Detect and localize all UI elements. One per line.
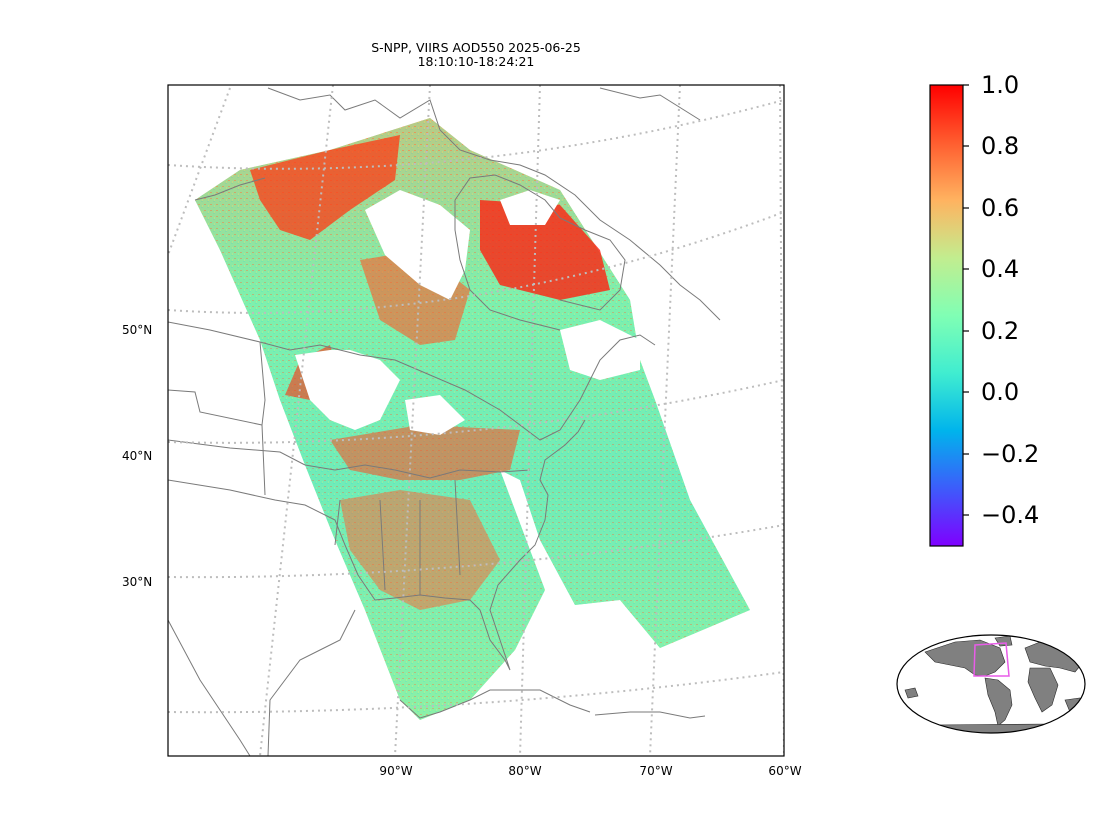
lon-label-90w: 90°W bbox=[379, 764, 413, 778]
map-frame bbox=[167, 84, 785, 757]
colorbar-tick-label: 0.4 bbox=[981, 255, 1020, 283]
aod-swath bbox=[195, 118, 750, 720]
colorbar-gradient bbox=[929, 84, 964, 547]
colorbar-tick-label: 0.8 bbox=[981, 132, 1020, 160]
inset-globe-map bbox=[896, 634, 1086, 734]
colorbar bbox=[929, 84, 969, 547]
coastlines bbox=[168, 87, 721, 756]
lat-label-30n: 30°N bbox=[122, 575, 153, 589]
map-title-line-2: 18:10:10-18:24:21 bbox=[417, 54, 535, 69]
colorbar-tick-label: 0.0 bbox=[981, 378, 1020, 406]
colorbar-tick-label: −0.2 bbox=[981, 440, 1040, 468]
map-plot-area bbox=[168, 85, 784, 756]
lon-label-70w: 70°W bbox=[639, 764, 673, 778]
lat-label-40n: 40°N bbox=[122, 449, 153, 463]
colorbar-tick-label: 1.0 bbox=[981, 71, 1020, 99]
colorbar-tick-label: 0.6 bbox=[981, 194, 1020, 222]
map-title-line-1: S-NPP, VIIRS AOD550 2025-06-25 bbox=[371, 40, 581, 55]
colorbar-tick-label: −0.4 bbox=[981, 501, 1040, 529]
graticule bbox=[168, 85, 784, 756]
lat-label-50n: 50°N bbox=[122, 323, 153, 337]
lon-label-80w: 80°W bbox=[508, 764, 542, 778]
lon-label-60w: 60°W bbox=[768, 764, 802, 778]
colorbar-ticks bbox=[963, 84, 969, 516]
inset-region-box bbox=[973, 642, 1010, 677]
colorbar-tick-label: 0.2 bbox=[981, 317, 1020, 345]
